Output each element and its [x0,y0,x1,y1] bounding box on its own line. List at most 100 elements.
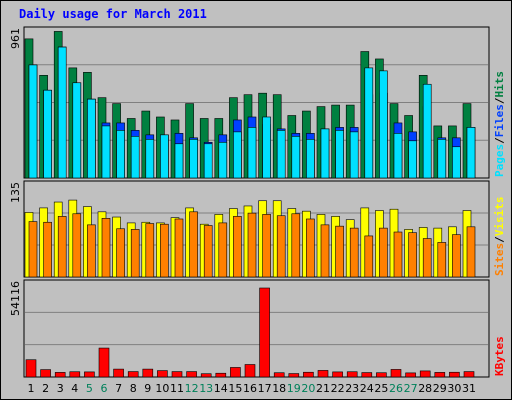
y-max-label: 135 [9,182,22,203]
legend: Pages/Files/Hits [493,71,506,177]
legend-entry: Visits [493,197,506,237]
kbytes-bar [273,372,285,378]
sites-bar [408,232,417,278]
kbytes-bar [171,371,183,378]
pages-bar [291,136,301,179]
sites-bar [87,224,96,278]
pages-bar [452,146,461,179]
legend: Sites/Visits [493,197,506,277]
sites-bar [437,242,447,278]
x-tick-label: 18 [272,382,286,395]
pages-bar [466,127,476,179]
sites-bar [393,231,403,278]
kbytes-bar [25,359,37,378]
x-tick-label: 24 [360,382,374,395]
kbytes-bar [390,369,402,378]
sites-bar [379,227,388,278]
x-tick-label: 21 [316,382,330,395]
x-tick-label: 13 [199,382,213,395]
kbytes-bar [332,371,343,378]
kbytes-bar [98,347,110,378]
sites-bar [306,218,315,278]
kbytes-bar [361,372,373,378]
x-tick-label: 7 [115,382,122,395]
kbytes-bar [419,370,431,378]
pages-bar [349,131,359,179]
kbytes-bar [405,372,416,378]
y-max-label: 54116 [9,281,22,316]
legend-separator: / [493,236,506,243]
pages-bar [379,70,388,179]
kbytes-bar [434,372,446,378]
sites-bar [422,238,432,278]
pages-bar [393,133,403,179]
x-tick-label: 4 [71,382,78,395]
sites-bar [276,215,286,278]
sites-bar [57,216,67,278]
kbytes-bar [317,370,329,378]
sites-bar [116,228,125,278]
legend: KBytes [493,336,506,376]
pages-bar [87,98,96,179]
x-tick-label: 27 [404,382,418,395]
sites-bar [218,222,228,278]
sites-bar [452,234,461,278]
x-tick-label: 14 [214,382,228,395]
x-tick-label: 28 [418,382,432,395]
pages-bar [130,136,140,179]
pages-bar [145,139,155,179]
kbytes-bar [346,371,358,378]
pages-bar [364,67,374,179]
sites-bar [189,211,198,278]
x-tick-label: 22 [331,382,345,395]
x-tick-label: 19 [287,382,301,395]
x-tick-label: 1 [28,382,35,395]
pages-bar [174,143,184,179]
sites-bar [101,218,111,278]
sites-bar [364,235,374,278]
x-tick-label: 5 [86,382,93,395]
pages-bar [160,134,169,179]
pages-bar [116,130,125,179]
pages-bar [189,139,198,179]
x-tick-label: 9 [144,382,151,395]
pages-bar [408,140,417,179]
legend-separator: / [493,137,506,144]
kbytes-bar [449,371,460,378]
kbytes-bar [288,373,300,378]
y-max-label: 961 [9,28,22,49]
pages-bar [276,130,286,179]
x-tick-label: 2 [42,382,49,395]
sites-bar [72,213,82,278]
sites-bar [247,212,257,278]
x-tick-label: 25 [374,382,388,395]
pages-bar [203,143,213,179]
sites-bar [145,223,155,278]
kbytes-bar [40,369,51,378]
x-tick-label: 31 [462,382,476,395]
x-tick-label: 23 [345,382,359,395]
kbytes-bar [142,368,154,378]
pages-bar [43,89,52,179]
x-tick-label: 12 [185,382,199,395]
kbytes-bar [69,371,81,378]
kbytes-bar [200,373,212,378]
sites-bar [335,225,344,278]
pages-bar [262,116,271,179]
legend-entry: KBytes [493,336,506,376]
legend-entry: Hits [493,71,506,98]
pages-bar [422,83,432,179]
pages-bar [101,125,111,179]
sites-bar [28,221,38,278]
pages-bar [57,46,67,179]
kbytes-panel [23,279,490,378]
x-tick-label: 3 [57,382,64,395]
pages-bar [72,82,82,179]
x-tick-label: 16 [243,382,257,395]
legend-separator: / [493,97,506,104]
pages-bar [306,139,315,179]
sites-bar [320,224,330,278]
pages-bar [247,127,257,179]
kbytes-bar [259,287,270,378]
